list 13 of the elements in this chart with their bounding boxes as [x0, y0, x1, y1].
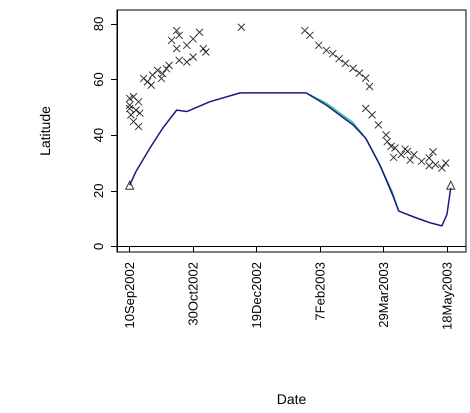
y-tick-label: 40 [91, 128, 106, 142]
x-tick-label: 18May2003 [439, 262, 454, 330]
x-tick-label: 29Mar2003 [376, 262, 392, 328]
x-tick-label: 19Dec2002 [249, 262, 264, 328]
x-tick-label: 30Oct2002 [186, 262, 201, 326]
x-tick-label: 7Feb2003 [312, 262, 328, 321]
y-tick-label: 0 [91, 242, 106, 250]
y-axis-title: Latitude [37, 106, 53, 156]
y-tick-label: 60 [91, 72, 106, 87]
y-tick-label: 20 [91, 184, 106, 198]
x-tick-label: 10Sep2002 [122, 262, 138, 329]
y-tick-label: 80 [91, 16, 106, 32]
x-axis-title: Date [276, 391, 306, 407]
